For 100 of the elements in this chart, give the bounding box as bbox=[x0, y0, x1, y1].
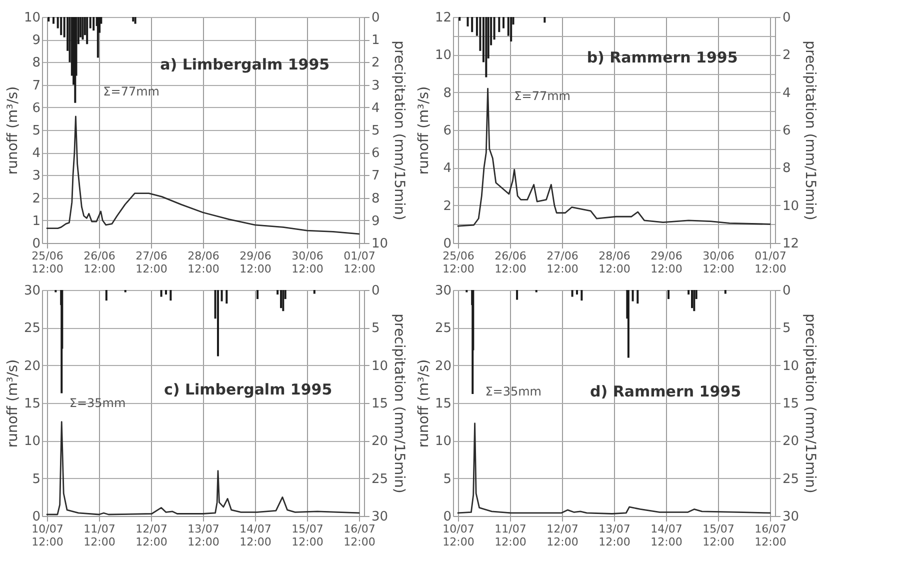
y-tick-label: 10 bbox=[434, 434, 452, 450]
bar bbox=[60, 17, 62, 36]
bar bbox=[160, 290, 162, 297]
y2-tick-label: 8 bbox=[372, 191, 380, 206]
y2-tick-label: 6 bbox=[372, 146, 380, 162]
bar bbox=[170, 290, 172, 301]
y-tick-label: 8 bbox=[443, 86, 452, 101]
y-tick-label: 25 bbox=[24, 321, 40, 336]
bar bbox=[216, 290, 219, 356]
bar bbox=[627, 290, 630, 358]
x-tick-label: 14/07 12:00 bbox=[650, 522, 682, 548]
text: a) Limbergalm 1995 bbox=[160, 55, 330, 74]
bar bbox=[52, 17, 54, 24]
y2-tick-label: 0 bbox=[372, 284, 380, 298]
text: c) Limbergalm 1995 bbox=[164, 380, 332, 398]
x-tick-label: 26/06 12:00 bbox=[494, 250, 526, 276]
y2-tick-label: 12 bbox=[782, 236, 800, 252]
y-tick-label: 5 bbox=[443, 472, 452, 487]
y2-axis-title: precipitation (mm/15min) bbox=[802, 40, 818, 220]
y2-tick-label: 10 bbox=[782, 358, 800, 374]
y2-tick-label: 15 bbox=[782, 396, 800, 412]
bar bbox=[498, 17, 500, 32]
bar bbox=[313, 290, 316, 294]
y2-tick-label: 10 bbox=[782, 198, 800, 214]
y-tick-label: 1 bbox=[32, 214, 40, 229]
bar bbox=[132, 17, 134, 22]
bar bbox=[724, 290, 726, 294]
bar bbox=[510, 17, 512, 42]
y2-tick-label: 0 bbox=[372, 10, 380, 26]
x-tick-label: 13/07 12:00 bbox=[188, 522, 220, 548]
bar bbox=[105, 290, 108, 301]
y2-tick-label: 5 bbox=[372, 124, 380, 138]
y-tick-label: 9 bbox=[32, 33, 40, 48]
x-tick-label: 27/06 12:00 bbox=[136, 250, 168, 276]
y2-tick-label: 25 bbox=[782, 472, 800, 487]
x-tick-label: 12/07 12:00 bbox=[546, 522, 578, 548]
y-tick-label: 12 bbox=[434, 10, 452, 26]
x-tick-label: 15/07 12:00 bbox=[702, 522, 734, 548]
x-tick-label: 01/07 12:00 bbox=[344, 250, 376, 276]
bar bbox=[636, 290, 639, 304]
y-tick-label: 10 bbox=[24, 10, 40, 26]
x-tick-label: 25/06 12:00 bbox=[32, 250, 64, 276]
bar bbox=[471, 17, 474, 32]
text: b) Rammern 1995 bbox=[586, 48, 738, 67]
bar bbox=[576, 290, 578, 295]
y2-tick-label: 0 bbox=[782, 10, 791, 26]
bar bbox=[164, 290, 167, 295]
line-series bbox=[457, 422, 771, 514]
line-series bbox=[46, 116, 360, 235]
bar bbox=[693, 290, 696, 312]
y2-tick-label: 20 bbox=[372, 434, 388, 450]
bar bbox=[632, 290, 634, 302]
y-tick-label: 10 bbox=[24, 434, 40, 450]
y2-tick-label: 1 bbox=[372, 33, 380, 48]
bar bbox=[48, 17, 50, 22]
y-tick-label: 0 bbox=[32, 510, 40, 524]
y2-tick-label: 2 bbox=[372, 56, 380, 71]
y2-tick-label: 10 bbox=[372, 358, 388, 374]
bar bbox=[458, 17, 461, 21]
y-axis-title: runoff (m³/s) bbox=[4, 359, 21, 448]
x-tick-label: 01/07 12:00 bbox=[754, 250, 786, 276]
bar bbox=[516, 290, 518, 300]
y-tick-label: 20 bbox=[434, 358, 452, 374]
bar bbox=[256, 290, 259, 300]
bar bbox=[466, 17, 469, 26]
y-axis-title: runoff (m³/s) bbox=[416, 359, 432, 448]
y-tick-label: 0 bbox=[32, 236, 40, 252]
x-tick-label: 29/06 12:00 bbox=[240, 250, 272, 276]
x-tick-label: 27/06 12:00 bbox=[546, 250, 578, 276]
bar bbox=[544, 17, 546, 23]
y-tick-label: 10 bbox=[434, 48, 452, 64]
y2-tick-label: 9 bbox=[372, 214, 380, 229]
bar bbox=[82, 17, 84, 40]
x-tick-label: 26/06 12:00 bbox=[84, 250, 116, 276]
y2-tick-label: 15 bbox=[372, 396, 388, 412]
y2-tick-label: 4 bbox=[372, 100, 380, 116]
y-axis-title: runoff (m³/s) bbox=[416, 86, 432, 175]
y-tick-label: 2 bbox=[443, 198, 452, 214]
bar bbox=[92, 17, 95, 31]
y-tick-label: 5 bbox=[32, 124, 40, 138]
x-tick-label: 15/07 12:00 bbox=[292, 522, 324, 548]
y-tick-label: 7 bbox=[32, 78, 40, 94]
y2-tick-label: 7 bbox=[372, 168, 380, 184]
x-tick-label: 11/07 12:00 bbox=[494, 522, 526, 548]
y-tick-label: 0 bbox=[443, 510, 452, 524]
bar bbox=[580, 290, 583, 301]
bar bbox=[502, 17, 504, 28]
line-series bbox=[457, 88, 771, 227]
y2-axis-title: precipitation (mm/15min) bbox=[802, 314, 818, 494]
x-tick-label: 13/07 12:00 bbox=[598, 522, 630, 548]
bar bbox=[226, 290, 228, 304]
y-tick-label: 4 bbox=[443, 161, 452, 176]
x-tick-label: 28/06 12:00 bbox=[598, 250, 630, 276]
x-tick-label: 11/07 12:00 bbox=[84, 522, 116, 548]
y-tick-label: 3 bbox=[32, 168, 40, 184]
y-tick-label: 2 bbox=[32, 191, 40, 206]
x-tick-label: 10/07 12:00 bbox=[442, 522, 474, 548]
y2-tick-label: 2 bbox=[782, 48, 791, 64]
y2-tick-label: 25 bbox=[372, 472, 388, 487]
x-tick-label: 28/06 12:00 bbox=[188, 250, 220, 276]
